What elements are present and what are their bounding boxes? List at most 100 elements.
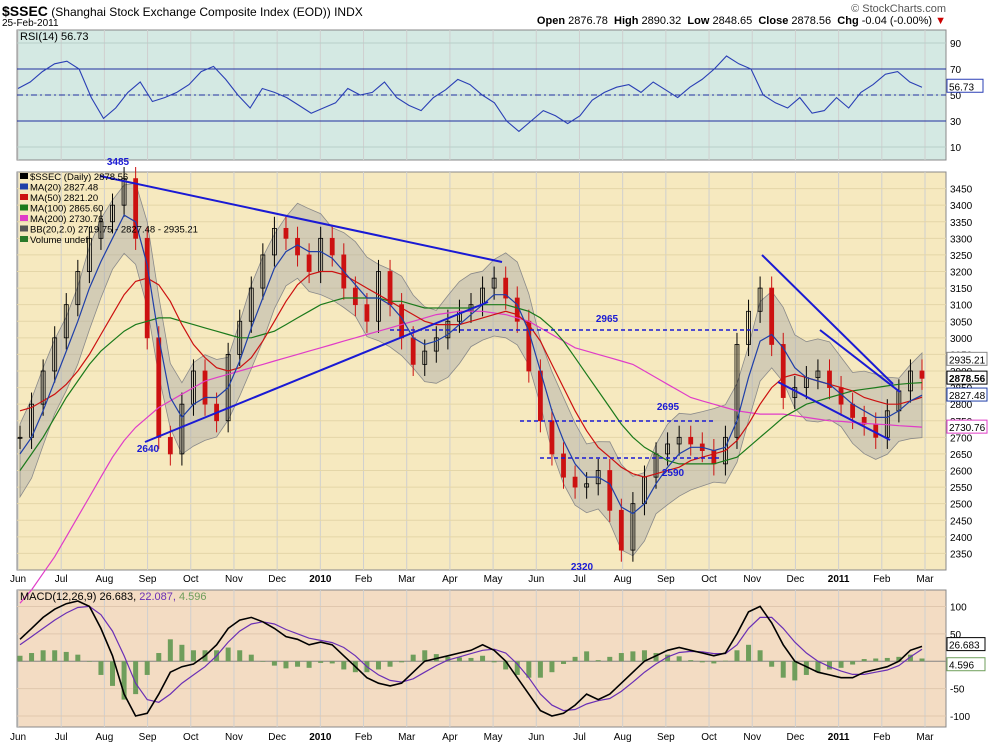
price-candle (607, 470, 613, 511)
price-candle (549, 420, 555, 455)
macd-histogram-bar (318, 661, 324, 663)
price-tick-label: 3150 (950, 284, 973, 295)
price-tick-label: 3300 (950, 234, 973, 245)
price-candle (283, 227, 289, 239)
close-value: 2878.56 (791, 15, 832, 27)
macd-histogram-bar (907, 654, 913, 662)
price-candle (225, 354, 231, 422)
macd-histogram-bar (630, 651, 636, 662)
macd-histogram-bar (884, 657, 890, 662)
price-candle (433, 337, 439, 352)
price-candle (491, 277, 497, 289)
price-candle (688, 436, 694, 445)
price-candle (156, 337, 162, 438)
index-name: (Shanghai Stock Exchange Composite Index… (51, 5, 331, 19)
macd-value-label: 4.596 (949, 661, 974, 672)
price-tick-label: 3200 (950, 268, 973, 279)
price-candle (630, 503, 636, 551)
price-candle (676, 436, 682, 445)
price-candle (618, 509, 624, 551)
trendline (761, 254, 894, 385)
open-label: Open (536, 15, 566, 27)
trendline (144, 301, 489, 443)
macd-histogram-bar (260, 661, 266, 662)
macd-histogram-bar (271, 661, 277, 666)
macd-histogram-bar (803, 661, 809, 675)
legend-entry: MA(20) 2827.48 (30, 183, 98, 194)
price-candle (584, 483, 590, 488)
macd-histogram-bar (572, 656, 578, 662)
x-tick-label: Nov (225, 732, 243, 743)
macd-label: MACD(12,26,9) 26.683, 22.087, 4.596 (20, 591, 207, 603)
macd-histogram-bar (329, 661, 335, 664)
rsi-tick-label: 50 (950, 91, 962, 102)
price-tick-label: 3000 (950, 334, 973, 345)
macd-value-box (946, 637, 986, 652)
price-candle (110, 204, 115, 223)
x-tick-label: Sep (139, 732, 157, 743)
price-candle (167, 436, 173, 455)
legend-entry: MA(100) 2865.60 (30, 204, 103, 215)
x-tick-label: Nov (743, 732, 761, 743)
legend-swatch (20, 236, 28, 242)
price-candle (757, 287, 763, 312)
macd-histogram-bar (248, 654, 254, 662)
price-candle (919, 370, 925, 379)
ma20-line (19, 214, 923, 515)
macd-histogram-bar (676, 656, 682, 662)
macd-histogram-bar (919, 658, 925, 662)
price-candle (98, 221, 104, 239)
price-tick-label: 2700 (950, 433, 973, 444)
macd-histogram-bar (503, 661, 509, 670)
macd-histogram-bar (480, 655, 486, 662)
price-candle (306, 254, 312, 272)
macd-histogram-bar (561, 661, 567, 664)
macd-histogram-bar (75, 654, 81, 662)
brand: © StockCharts.com (851, 3, 946, 15)
macd-histogram-bar (734, 650, 740, 662)
price-candle (144, 237, 150, 339)
price-candle (503, 277, 509, 299)
x-tick-label: Jun (528, 574, 544, 585)
price-candle (179, 403, 185, 455)
price-candle (248, 287, 254, 322)
macd-histogram-bar (375, 661, 381, 670)
price-candle (352, 287, 358, 306)
legend-entry: MA(200) 2730.76 (30, 214, 103, 225)
price-value-box (946, 387, 988, 402)
macd-tick-label: 50 (950, 630, 962, 641)
x-tick-label: Aug (614, 574, 632, 585)
legend-swatch (20, 215, 28, 221)
macd-histogram-bar (341, 661, 347, 670)
macd-histogram-bar (63, 651, 69, 662)
low-label: Low (687, 15, 710, 27)
price-candle (537, 370, 543, 422)
macd-histogram-bar (422, 650, 428, 662)
x-tick-label: 2010 (309, 732, 332, 743)
x-tick-label: Mar (398, 574, 416, 585)
price-candle (711, 450, 717, 465)
macd-histogram-bar (133, 661, 139, 695)
price-candle (769, 287, 775, 345)
price-value-label: 2827.48 (949, 391, 986, 402)
price-candle (272, 227, 277, 256)
chg-value: -0.04 (-0.00%) (861, 15, 933, 27)
price-candle (364, 304, 370, 322)
x-tick-label: Nov (743, 574, 761, 585)
macd-histogram-bar (641, 650, 647, 662)
price-candle (86, 237, 92, 272)
macd-histogram-bar (237, 650, 243, 662)
price-candle (133, 178, 139, 239)
macd-histogram-bar (873, 658, 879, 662)
price-candle (572, 476, 578, 488)
price-tick-label: 2350 (950, 549, 973, 560)
low-value: 2848.65 (712, 15, 753, 27)
macd-histogram-bar (468, 657, 474, 662)
price-value-label: 2935.21 (949, 355, 986, 366)
rsi-value-box (946, 78, 984, 93)
macd-histogram-bar (225, 647, 231, 662)
chart-title: $SSEC (Shanghai Stock Exchange Composite… (2, 3, 363, 19)
chg-label: Chg (837, 15, 859, 27)
macd-histogram-bar (780, 661, 786, 678)
rsi-tick-label: 10 (950, 143, 962, 154)
